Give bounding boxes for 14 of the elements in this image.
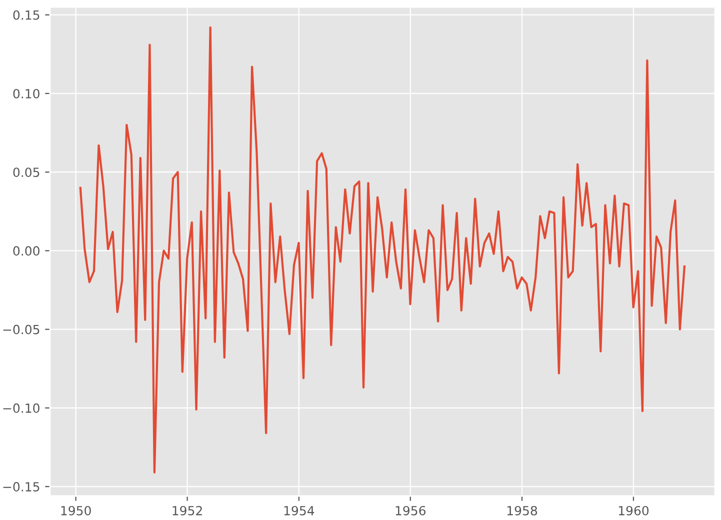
y-tick-label: −0.15 — [3, 482, 40, 492]
y-tick-label: 0.05 — [13, 168, 40, 178]
x-tick-label: 1954 — [284, 506, 314, 516]
line-series — [79, 26, 686, 474]
x-tick-label: 1960 — [618, 506, 649, 516]
y-tick-label: 0.00 — [13, 246, 40, 256]
x-tick-label: 1952 — [172, 506, 202, 516]
y-tick-label: 0.15 — [13, 10, 40, 20]
y-tick-label: −0.05 — [3, 324, 40, 334]
x-tick-label: 1950 — [61, 506, 91, 516]
y-tick-label: −0.10 — [3, 403, 40, 413]
x-tick-label: 1956 — [396, 506, 426, 516]
y-tick-label: 0.10 — [13, 88, 40, 98]
x-tick-label: 1958 — [507, 506, 538, 516]
